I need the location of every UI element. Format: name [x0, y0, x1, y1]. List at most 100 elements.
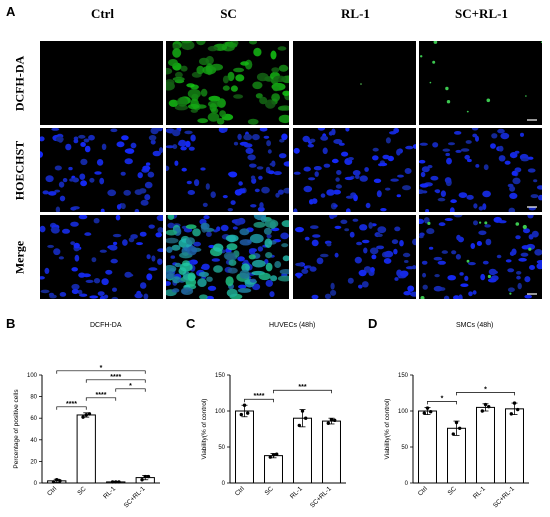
- significance-label: ****: [66, 401, 77, 408]
- data-point: [117, 480, 121, 484]
- micrograph-dcfh-ctrl: [40, 41, 163, 125]
- x-tick-label: Ctrl: [46, 485, 58, 497]
- data-point: [516, 407, 520, 412]
- data-point: [55, 478, 59, 482]
- bar-sc-rl-1: [322, 420, 341, 484]
- data-point: [512, 401, 517, 405]
- x-tick-label: Ctrl: [417, 485, 429, 497]
- significance-bracket: [115, 388, 146, 392]
- x-tick-label: SC: [264, 485, 276, 497]
- column-header-sc-rl1: SC+RL-1: [455, 6, 508, 21]
- data-point: [268, 455, 272, 459]
- y-tick-label: 60: [30, 416, 37, 422]
- chart-b-dcfh-da: 0 20 40 60 80 100 Percentage of positive cells…: [13, 365, 160, 509]
- y-tick-label: 50: [401, 445, 408, 451]
- data-point: [140, 478, 144, 482]
- data-point: [51, 480, 56, 484]
- y-tick-label: 20: [30, 459, 37, 465]
- bar-rl-1: [476, 406, 495, 484]
- significance-label: ***: [298, 384, 306, 391]
- data-point: [239, 412, 243, 417]
- micrograph-hoechst-sc: [166, 128, 289, 212]
- micrograph-dcfh-rl1: [293, 41, 416, 125]
- data-point: [146, 474, 151, 479]
- significance-bracket: [85, 379, 146, 383]
- panel-b-letter: B: [6, 316, 16, 331]
- x-tick-label: Ctrl: [234, 485, 246, 497]
- data-point: [297, 423, 301, 428]
- significance-bracket: [427, 401, 457, 405]
- data-point: [84, 413, 88, 417]
- data-point: [87, 412, 92, 416]
- row-header-dcfh-da: DCFH-DA: [12, 55, 27, 112]
- panel-d-title: SMCs (48h): [456, 322, 494, 329]
- data-point: [487, 404, 491, 409]
- data-point: [326, 421, 330, 425]
- x-tick-label: RL-1: [472, 485, 487, 500]
- panel-b-title: DCFH-DA: [90, 322, 122, 329]
- y-tick-label: 150: [215, 373, 226, 379]
- bar-sc: [447, 427, 466, 484]
- data-point: [451, 432, 455, 436]
- significance-label: *: [484, 386, 487, 393]
- data-point: [143, 474, 147, 479]
- column-header-rl1: RL-1: [341, 6, 370, 21]
- data-point: [425, 406, 430, 410]
- significance-bracket: [56, 370, 146, 374]
- data-point: [271, 453, 276, 457]
- panel-a-letter: A: [6, 4, 16, 19]
- x-tick-label: RL-1: [102, 485, 117, 500]
- micrograph-merge-sc-rl1: [419, 215, 542, 299]
- x-tick-label: SC+RL-1: [492, 485, 516, 509]
- y-axis-label: Viability(% of control): [201, 399, 208, 460]
- y-tick-label: 100: [27, 373, 38, 379]
- y-tick-label: 0: [405, 481, 409, 487]
- significance-label: *: [441, 395, 444, 402]
- micrograph-hoechst-sc-rl1: [419, 128, 542, 212]
- chart-c-huvecs: 0 50 100 150 Viability(% of control) Ctrl SC RL…: [201, 373, 346, 509]
- y-axis-label: Percentage of positive cells: [13, 389, 20, 469]
- data-point: [329, 417, 334, 422]
- panel-c-title: HUVECs (48h): [269, 322, 316, 329]
- micrograph-dcfh-sc-rl1: [419, 41, 542, 125]
- y-axis-label: Viability(% of control): [384, 399, 391, 460]
- significance-bracket: [85, 397, 117, 401]
- column-header-ctrl: Ctrl: [90, 6, 115, 21]
- panel-d-letter: D: [368, 316, 378, 331]
- x-tick-label: SC+RL-1: [309, 485, 333, 509]
- y-tick-label: 0: [34, 481, 38, 487]
- y-tick-label: 100: [398, 409, 409, 415]
- significance-bracket: [456, 392, 515, 396]
- data-point: [429, 410, 433, 414]
- significance-bracket: [56, 406, 87, 410]
- micrograph-dcfh-sc: [166, 41, 289, 125]
- chart-d-smcs: 0 50 100 150 Viability(% of control) Ctrl SC RL…: [384, 373, 529, 509]
- data-point: [454, 420, 459, 425]
- data-point: [458, 426, 462, 430]
- data-point: [304, 416, 308, 420]
- column-header-sc: SC: [220, 6, 237, 21]
- data-point: [275, 452, 279, 456]
- y-tick-label: 0: [222, 481, 226, 487]
- significance-bracket: [244, 398, 274, 403]
- bar-rl-1: [293, 417, 312, 484]
- significance-label: ****: [96, 392, 107, 399]
- data-point: [58, 479, 62, 483]
- y-tick-label: 100: [215, 409, 226, 415]
- bar-sc: [264, 455, 283, 484]
- micrograph-merge-rl1: [293, 215, 416, 299]
- data-point: [509, 412, 513, 416]
- data-point: [114, 480, 118, 484]
- significance-label: *: [129, 383, 132, 390]
- data-point: [480, 409, 484, 413]
- significance-label: *: [100, 365, 103, 372]
- x-tick-label: SC+RL-1: [123, 485, 147, 509]
- data-point: [246, 411, 250, 415]
- x-tick-label: SC: [447, 485, 459, 497]
- x-tick-label: SC: [76, 485, 88, 497]
- panel-c-letter: C: [186, 316, 196, 331]
- micrograph-merge-sc: [166, 215, 289, 299]
- data-point: [242, 403, 247, 407]
- y-tick-label: 40: [30, 438, 37, 444]
- micrograph-hoechst-rl1: [293, 128, 416, 212]
